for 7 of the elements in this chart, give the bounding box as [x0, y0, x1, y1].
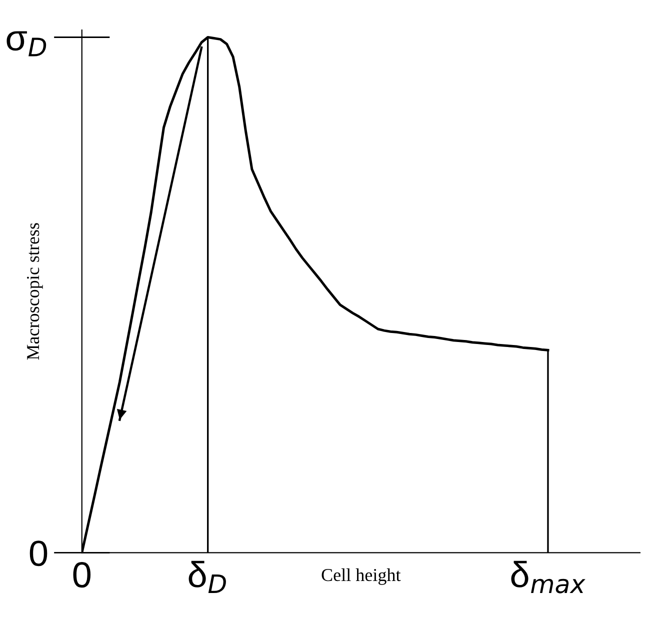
text: σ$_{D}$: [6, 31, 46, 56]
x-tick-label: δ$_{D}$: [188, 560, 226, 593]
text: 0: [30, 540, 48, 566]
x-axis-title: Cell height: [322, 568, 401, 585]
y-axis-title: Macroscopic stress: [27, 223, 43, 360]
x-tick-label: δ$_{max}$: [511, 560, 586, 594]
x-tick-label: 0: [73, 562, 91, 588]
